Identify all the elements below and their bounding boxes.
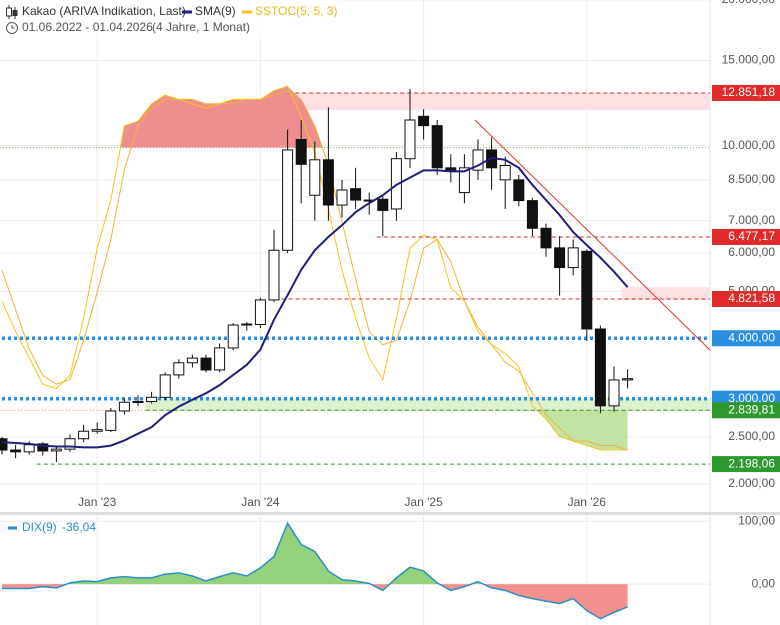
candle-body [540, 227, 552, 249]
candle-body [431, 125, 443, 169]
candle-body [173, 362, 185, 376]
overbought-fill [2, 86, 628, 148]
level-tag [712, 228, 780, 245]
candle-body [309, 159, 321, 196]
plot-layer [0, 0, 711, 625]
y-tick-label: 0,00 [752, 576, 776, 590]
candle-body [91, 429, 103, 432]
x-tick-label: Jan '25 [404, 495, 443, 509]
candle-body [526, 200, 538, 229]
candle-body [0, 438, 8, 451]
candle-body [418, 115, 430, 127]
panel-separator [0, 512, 780, 515]
trend-line [474, 119, 711, 351]
candle-body [513, 179, 525, 202]
legend-value: -36,04 [62, 520, 96, 534]
candle-body [554, 247, 566, 269]
candle-body [105, 410, 117, 431]
period: (4 Jahre, 1 Monat) [152, 20, 250, 34]
sma-line [1, 156, 629, 449]
y-tick-label: 8.500,00 [728, 172, 775, 186]
candle-body [227, 324, 239, 349]
level-tag [712, 290, 780, 307]
legend-label: SMA(9) [195, 4, 236, 18]
level-tag [712, 456, 780, 473]
y-tick-label: 100,00 [738, 513, 775, 527]
legend-bg [0, 0, 340, 38]
candle-body [214, 347, 226, 371]
level-label: 12.851,18 [722, 85, 776, 99]
level-label: 3.000,00 [728, 391, 775, 405]
candle-body [594, 328, 606, 407]
candle-body [118, 401, 130, 412]
candle-body [567, 247, 579, 269]
level-label: 2.198,06 [728, 456, 775, 470]
level-label: 4.821,58 [728, 291, 775, 305]
candle-body [159, 374, 171, 398]
candle-icon [6, 5, 18, 19]
x-tick-label: Jan '23 [78, 495, 117, 509]
y-tick-label: 7.000,00 [728, 213, 775, 227]
title: Kakao (ARIVA Indikation, Last) [22, 4, 186, 18]
candle-body [241, 323, 253, 326]
y-tick-label: 6.000,00 [728, 245, 775, 259]
candle-body [37, 443, 49, 452]
legend-label: DIX(9) [22, 520, 57, 534]
level-label: 4.000,00 [728, 330, 775, 344]
y-tick-label: 2.500,00 [728, 429, 775, 443]
stoch-d-line [1, 90, 628, 451]
candle-body [350, 188, 362, 201]
zone [145, 398, 711, 411]
x-tick-label: Jan '24 [241, 495, 280, 509]
x-tick-label: Jan '26 [568, 495, 607, 509]
dix-line [2, 521, 628, 620]
candle-body [186, 357, 198, 364]
positive-area [66, 523, 484, 585]
level-label: 6.477,17 [728, 229, 775, 243]
overlay-layer: Jan '23 Jan '24 Jan '25 Jan '26 20.000,00 15.… [78, 0, 780, 590]
level-tag [712, 402, 780, 419]
y-tick-label: 2.000,00 [728, 476, 775, 490]
candle-body [499, 165, 511, 181]
candle-body [336, 189, 348, 206]
candle-body [581, 250, 593, 330]
candle-body [458, 167, 470, 194]
level-tag [712, 330, 780, 347]
zone [295, 92, 710, 111]
legend-label: SSTOC(5, 5, 3) [255, 4, 337, 18]
y-tick-label: 15.000,00 [722, 53, 776, 67]
level-tag [712, 84, 780, 101]
candle-body [472, 149, 484, 171]
candle-body [64, 438, 76, 450]
y-tick-label: 10.000,00 [722, 138, 776, 152]
candle-body [295, 138, 307, 165]
level-label: 2.839,81 [728, 402, 775, 416]
clock-icon [6, 22, 18, 34]
y-tick-label: 20.000,00 [722, 0, 776, 6]
oversold-fill [2, 410, 628, 450]
candle-body [445, 167, 457, 171]
date-range: 01.06.2022 - 01.04.2026 [22, 20, 153, 34]
candle-body [622, 378, 634, 381]
candle-body [608, 379, 620, 407]
candle-body [268, 249, 280, 301]
candle-body [377, 198, 389, 211]
negative-area [2, 584, 628, 619]
candle-body [146, 396, 158, 403]
candle-body [10, 449, 22, 453]
candle-body [50, 448, 62, 452]
candle-body [23, 444, 35, 453]
candle-body [200, 357, 212, 371]
candle-body [404, 119, 416, 160]
candle-body [282, 149, 294, 251]
candle-body [78, 430, 90, 440]
zone [621, 287, 710, 300]
candle-body [254, 299, 266, 326]
candle-body [132, 401, 144, 404]
candle-body [322, 159, 334, 206]
